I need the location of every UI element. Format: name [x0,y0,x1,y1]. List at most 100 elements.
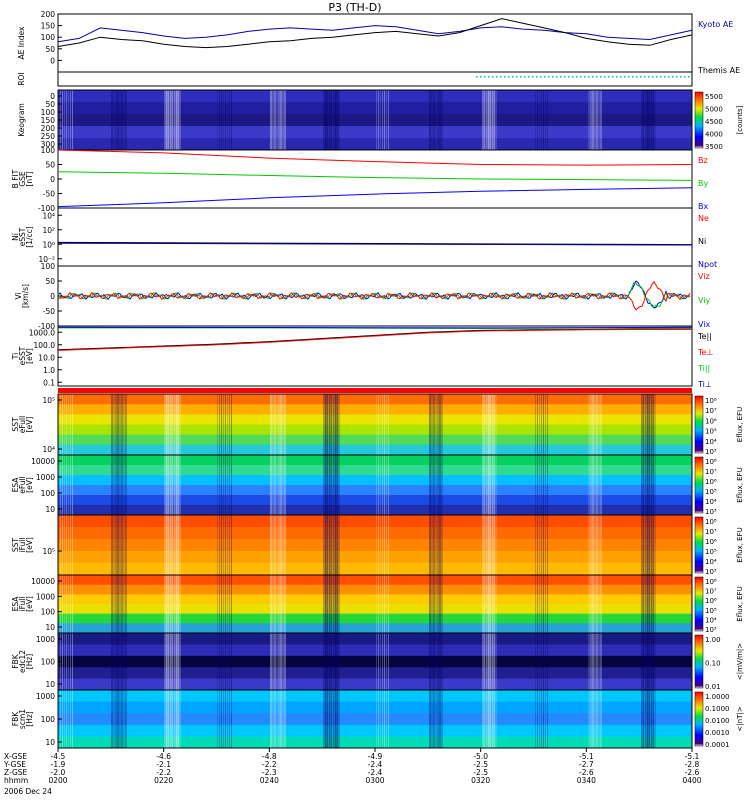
spectrogram-streak [229,575,230,633]
spectrogram-streak [270,394,272,455]
spectrogram-band [58,394,692,405]
spectrogram-streak [435,394,437,455]
colorbar-label: 10³ [705,448,717,456]
spectrogram-streak [647,394,650,455]
spectrogram-streak [653,394,656,455]
spectrogram-streak [596,633,598,690]
spectrogram-streak [282,575,284,633]
y-tick-label: 10 [45,505,55,514]
spectrogram-streak [333,90,336,150]
spectrogram-streak [176,515,179,575]
roi-marker [616,76,618,78]
panel-ylabel: [eV] [25,596,34,612]
spectrogram-streak [588,394,590,455]
roi-marker [620,76,622,78]
spectrogram-streak [641,455,644,515]
legend-entry: Ne [698,214,709,223]
spectrogram-streak [72,633,73,690]
spectrogram-streak [431,90,433,150]
spectrogram-streak [231,90,232,150]
x-axis-value: -2.1 [156,760,171,769]
x-axis-value: -2.6 [685,768,700,777]
spectrogram-streak [539,515,540,575]
spectrogram-streak [221,90,222,150]
spectrogram-streak [376,690,377,748]
spectrogram-streak [62,515,63,575]
spectrogram-streak [535,690,536,748]
spectrogram-streak [174,633,177,690]
spectrogram-streak [276,515,278,575]
panel-ylabel: [eV] [25,537,34,553]
spectrogram-band [58,724,692,737]
y-tick-label: 50 [45,277,55,286]
series-line [57,328,693,351]
y-tick-label: 10 [45,738,55,747]
panel-ylabel: Keogram [17,103,26,137]
spectrogram-streak [643,455,646,515]
spectrogram-streak [123,575,125,633]
x-axis-row-name: hhmm [4,776,28,785]
spectrogram-streak [441,633,443,690]
spectrogram-streak [223,633,224,690]
spectrogram-streak [113,575,115,633]
roi-marker [612,76,614,78]
spectrogram-streak [72,455,73,515]
spectrogram-streak [378,633,379,690]
colorbar-label: 3500 [705,143,723,151]
spectrogram-streak [535,633,536,690]
y-tick-label: 1000 [36,592,55,601]
spectrogram-streak [600,575,602,633]
spectrogram-streak [494,690,497,748]
spectrogram-streak [594,394,596,455]
spectrogram-streak [337,633,340,690]
spectrogram-streak [270,455,272,515]
spectrogram-streak [274,575,276,633]
spectrogram-streak [278,690,280,748]
spectrogram-streak [119,575,121,633]
spectrogram-streak [651,455,654,515]
spectrogram-band [58,404,692,415]
spectrogram-streak [439,394,441,455]
spectrogram-streak [384,394,385,455]
spectrogram-streak [270,90,272,150]
panel-ylabel: eSST [18,346,27,365]
spectrogram-streak [221,515,222,575]
spectrogram-streak [653,515,656,575]
spectrogram-streak [323,455,326,515]
spectrogram-streak [325,633,328,690]
legend-entry: Te⊥ [697,348,713,357]
spectrogram-streak [490,394,493,455]
legend-entry: By [698,179,708,188]
spectrogram-band [58,575,692,586]
x-axis-value: 0240 [260,776,279,785]
roi-marker [476,76,478,78]
spectrogram-streak [541,690,542,748]
spectrogram-streak [282,455,284,515]
spectrogram-streak [433,575,435,633]
spectrogram-streak [643,575,646,633]
spectrogram-streak [113,455,115,515]
spectrogram-streak [329,90,332,150]
spectrogram-streak [645,575,648,633]
roi-marker [500,76,502,78]
spectrogram-streak [541,515,542,575]
spectrogram-streak [166,633,169,690]
spectrogram-streak [543,90,544,150]
spectrogram-streak [170,575,173,633]
spectrogram-band [58,505,692,516]
spectrogram-streak [176,455,179,515]
spectrogram-streak [482,633,485,690]
spectrogram-streak [166,455,169,515]
spectrogram-streak [545,455,546,515]
legend-entry: Kyoto AE [698,20,733,29]
spectrogram-streak [217,690,218,748]
spectrogram-streak [117,515,119,575]
spectrogram-streak [388,394,389,455]
spectrogram-streak [280,394,282,455]
spectrogram-streak [643,633,646,690]
spectrogram-streak [178,394,181,455]
spectrogram-streak [66,633,67,690]
spectrogram-streak [541,455,542,515]
spectrogram-streak [280,575,282,633]
